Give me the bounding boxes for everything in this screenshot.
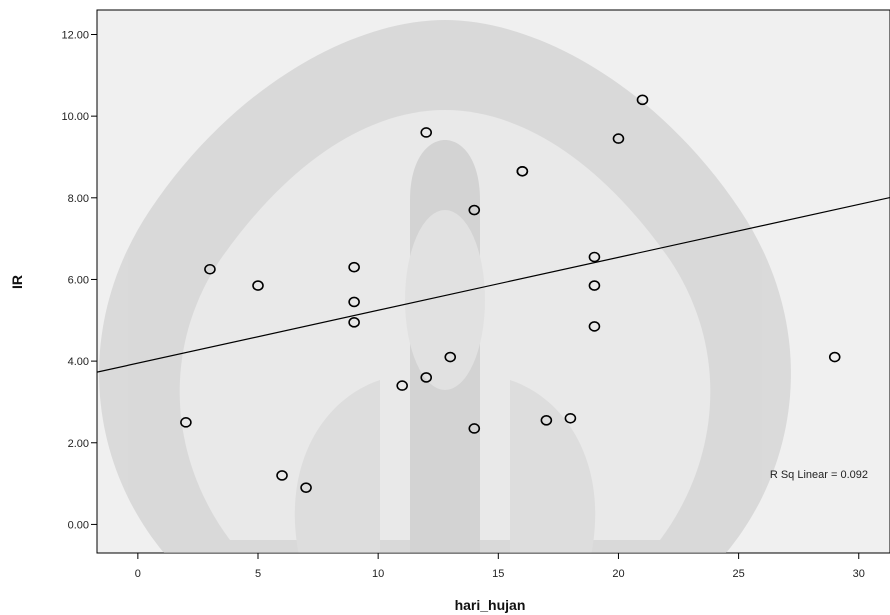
x-axis-title: hari_hujan — [455, 597, 526, 613]
data-point — [420, 372, 433, 383]
y-tick-label: 0.00 — [68, 519, 89, 531]
data-point — [468, 204, 481, 216]
data-point — [348, 261, 360, 273]
data-point — [204, 263, 216, 275]
x-tick-label: 5 — [255, 568, 261, 580]
data-point — [300, 482, 312, 493]
y-tick-label: 2.00 — [68, 438, 89, 450]
data-point — [588, 280, 601, 291]
data-point — [444, 351, 457, 363]
y-tick-label: 10.00 — [61, 111, 89, 123]
data-point — [516, 165, 529, 177]
data-point — [588, 321, 601, 332]
x-tick-label: 10 — [372, 568, 384, 580]
data-point — [612, 133, 625, 144]
linear-fit-line — [97, 196, 890, 373]
y-tick-label: 4.00 — [68, 356, 89, 368]
r-squared-annotation: R Sq Linear = 0.092 — [770, 469, 868, 481]
data-point — [828, 351, 841, 363]
data-point — [420, 127, 433, 138]
data-point — [276, 470, 288, 481]
data-point — [348, 317, 360, 328]
data-point — [564, 412, 577, 424]
y-tick-label: 8.00 — [68, 193, 89, 205]
y-axis-title: IR — [9, 275, 25, 289]
x-tick-label: 20 — [612, 568, 624, 580]
data-point — [540, 415, 553, 426]
x-tick-label: 30 — [853, 568, 865, 580]
data-point — [180, 417, 192, 428]
data-point — [396, 380, 408, 391]
data-point — [348, 296, 360, 308]
data-point — [636, 94, 649, 106]
data-point — [252, 280, 264, 291]
y-tick-label: 12.00 — [61, 29, 89, 41]
y-tick-label: 6.00 — [68, 274, 89, 286]
data-point — [468, 423, 481, 434]
data-point — [588, 251, 601, 263]
x-tick-label: 15 — [492, 568, 504, 580]
x-tick-label: 0 — [135, 568, 141, 580]
x-tick-label: 25 — [732, 568, 744, 580]
watermark-emblem — [99, 20, 791, 553]
